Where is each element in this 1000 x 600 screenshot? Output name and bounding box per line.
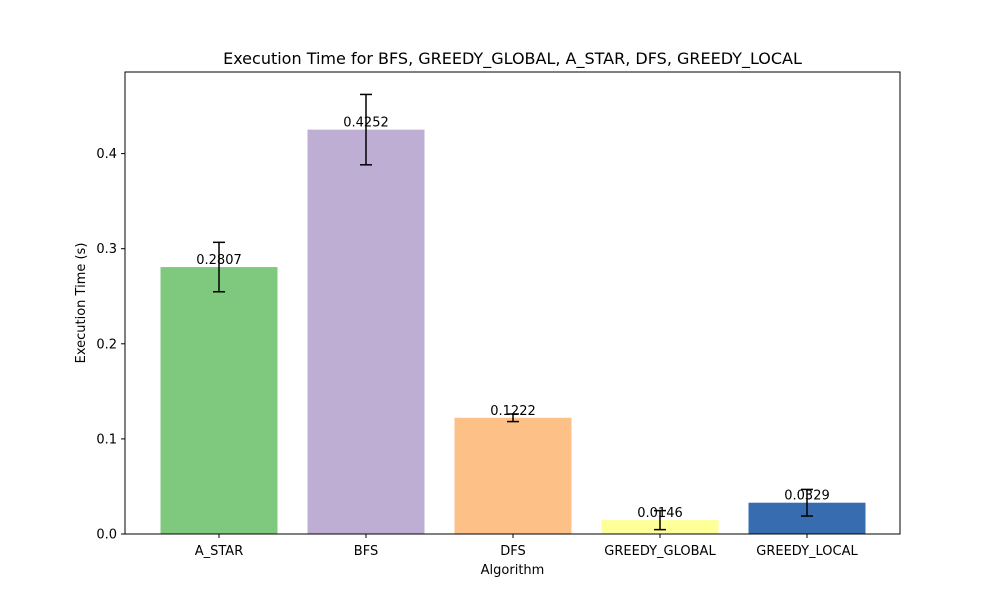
y-tick-label: 0.1 — [96, 432, 117, 447]
bar-value-label: 0.4252 — [343, 116, 389, 131]
x-axis-label: Algorithm — [481, 563, 545, 578]
x-tick-label: GREEDY_GLOBAL — [604, 544, 716, 559]
x-tick-label: BFS — [354, 544, 378, 559]
y-tick-label: 0.0 — [96, 528, 117, 543]
x-tick-label: GREEDY_LOCAL — [756, 544, 858, 559]
bar-a-star — [160, 267, 278, 534]
plot-frame — [124, 71, 901, 535]
y-tick-label: 0.2 — [96, 337, 117, 352]
bar-dfs — [454, 417, 572, 534]
chart-title: Execution Time for BFS, GREEDY_GLOBAL, A… — [223, 49, 802, 69]
bar-value-label: 0.2807 — [196, 253, 242, 268]
y-axis-label: Execution Time (s) — [74, 243, 89, 364]
bar-value-label: 0.0146 — [637, 506, 683, 521]
plot-area: 0.0 0.1 0.2 0.3 0.4 0.2807 A_STAR 0.4252 BFS 0.12… — [96, 93, 866, 559]
y-tick-label: 0.3 — [96, 242, 117, 257]
bar-value-label: 0.1222 — [490, 404, 536, 419]
x-tick-label: DFS — [500, 544, 526, 559]
bar-value-label: 0.0329 — [784, 489, 830, 504]
y-tick-label: 0.4 — [96, 147, 117, 162]
bar-bfs — [307, 129, 425, 535]
x-tick-label: A_STAR — [195, 544, 244, 559]
